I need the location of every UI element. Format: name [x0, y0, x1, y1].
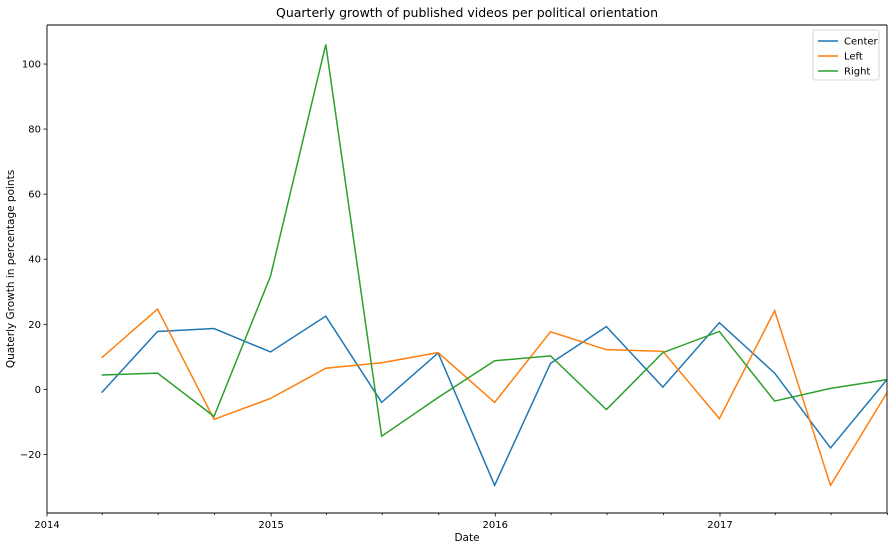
y-axis-label: Quaterly Growth in percentage points [5, 170, 17, 368]
y-tick-label: 0 [35, 385, 41, 396]
legend: Center Left Right [812, 29, 880, 81]
y-tick-label: −20 [20, 450, 41, 461]
y-tick-label: 40 [28, 255, 41, 266]
series-line-right [101, 44, 888, 438]
legend-label-center: Center [844, 37, 879, 48]
x-tick-label: 2017 [707, 520, 732, 531]
series-line-center [101, 315, 888, 488]
x-axis-label: Date [454, 532, 479, 544]
legend-label-right: Right [844, 67, 870, 78]
series-line-left [101, 307, 888, 488]
y-axis-ticks: −20 0 20 40 60 80 100 [20, 60, 47, 461]
x-tick-label: 2015 [258, 520, 283, 531]
axes-frame [46, 24, 888, 514]
series-layer [101, 44, 888, 488]
legend-label-left: Left [844, 52, 863, 63]
x-tick-label: 2016 [483, 520, 508, 531]
x-axis-ticks: 2014 2015 2016 2017 [34, 513, 889, 531]
y-tick-label: 60 [28, 190, 41, 201]
x-tick-label: 2014 [34, 520, 59, 531]
y-tick-label: 100 [22, 60, 41, 71]
plot-area [47, 25, 887, 513]
legend-box [812, 29, 880, 81]
y-tick-label: 80 [28, 125, 41, 136]
chart-title: Quarterly growth of published videos per… [276, 5, 658, 20]
y-tick-label: 20 [28, 320, 41, 331]
